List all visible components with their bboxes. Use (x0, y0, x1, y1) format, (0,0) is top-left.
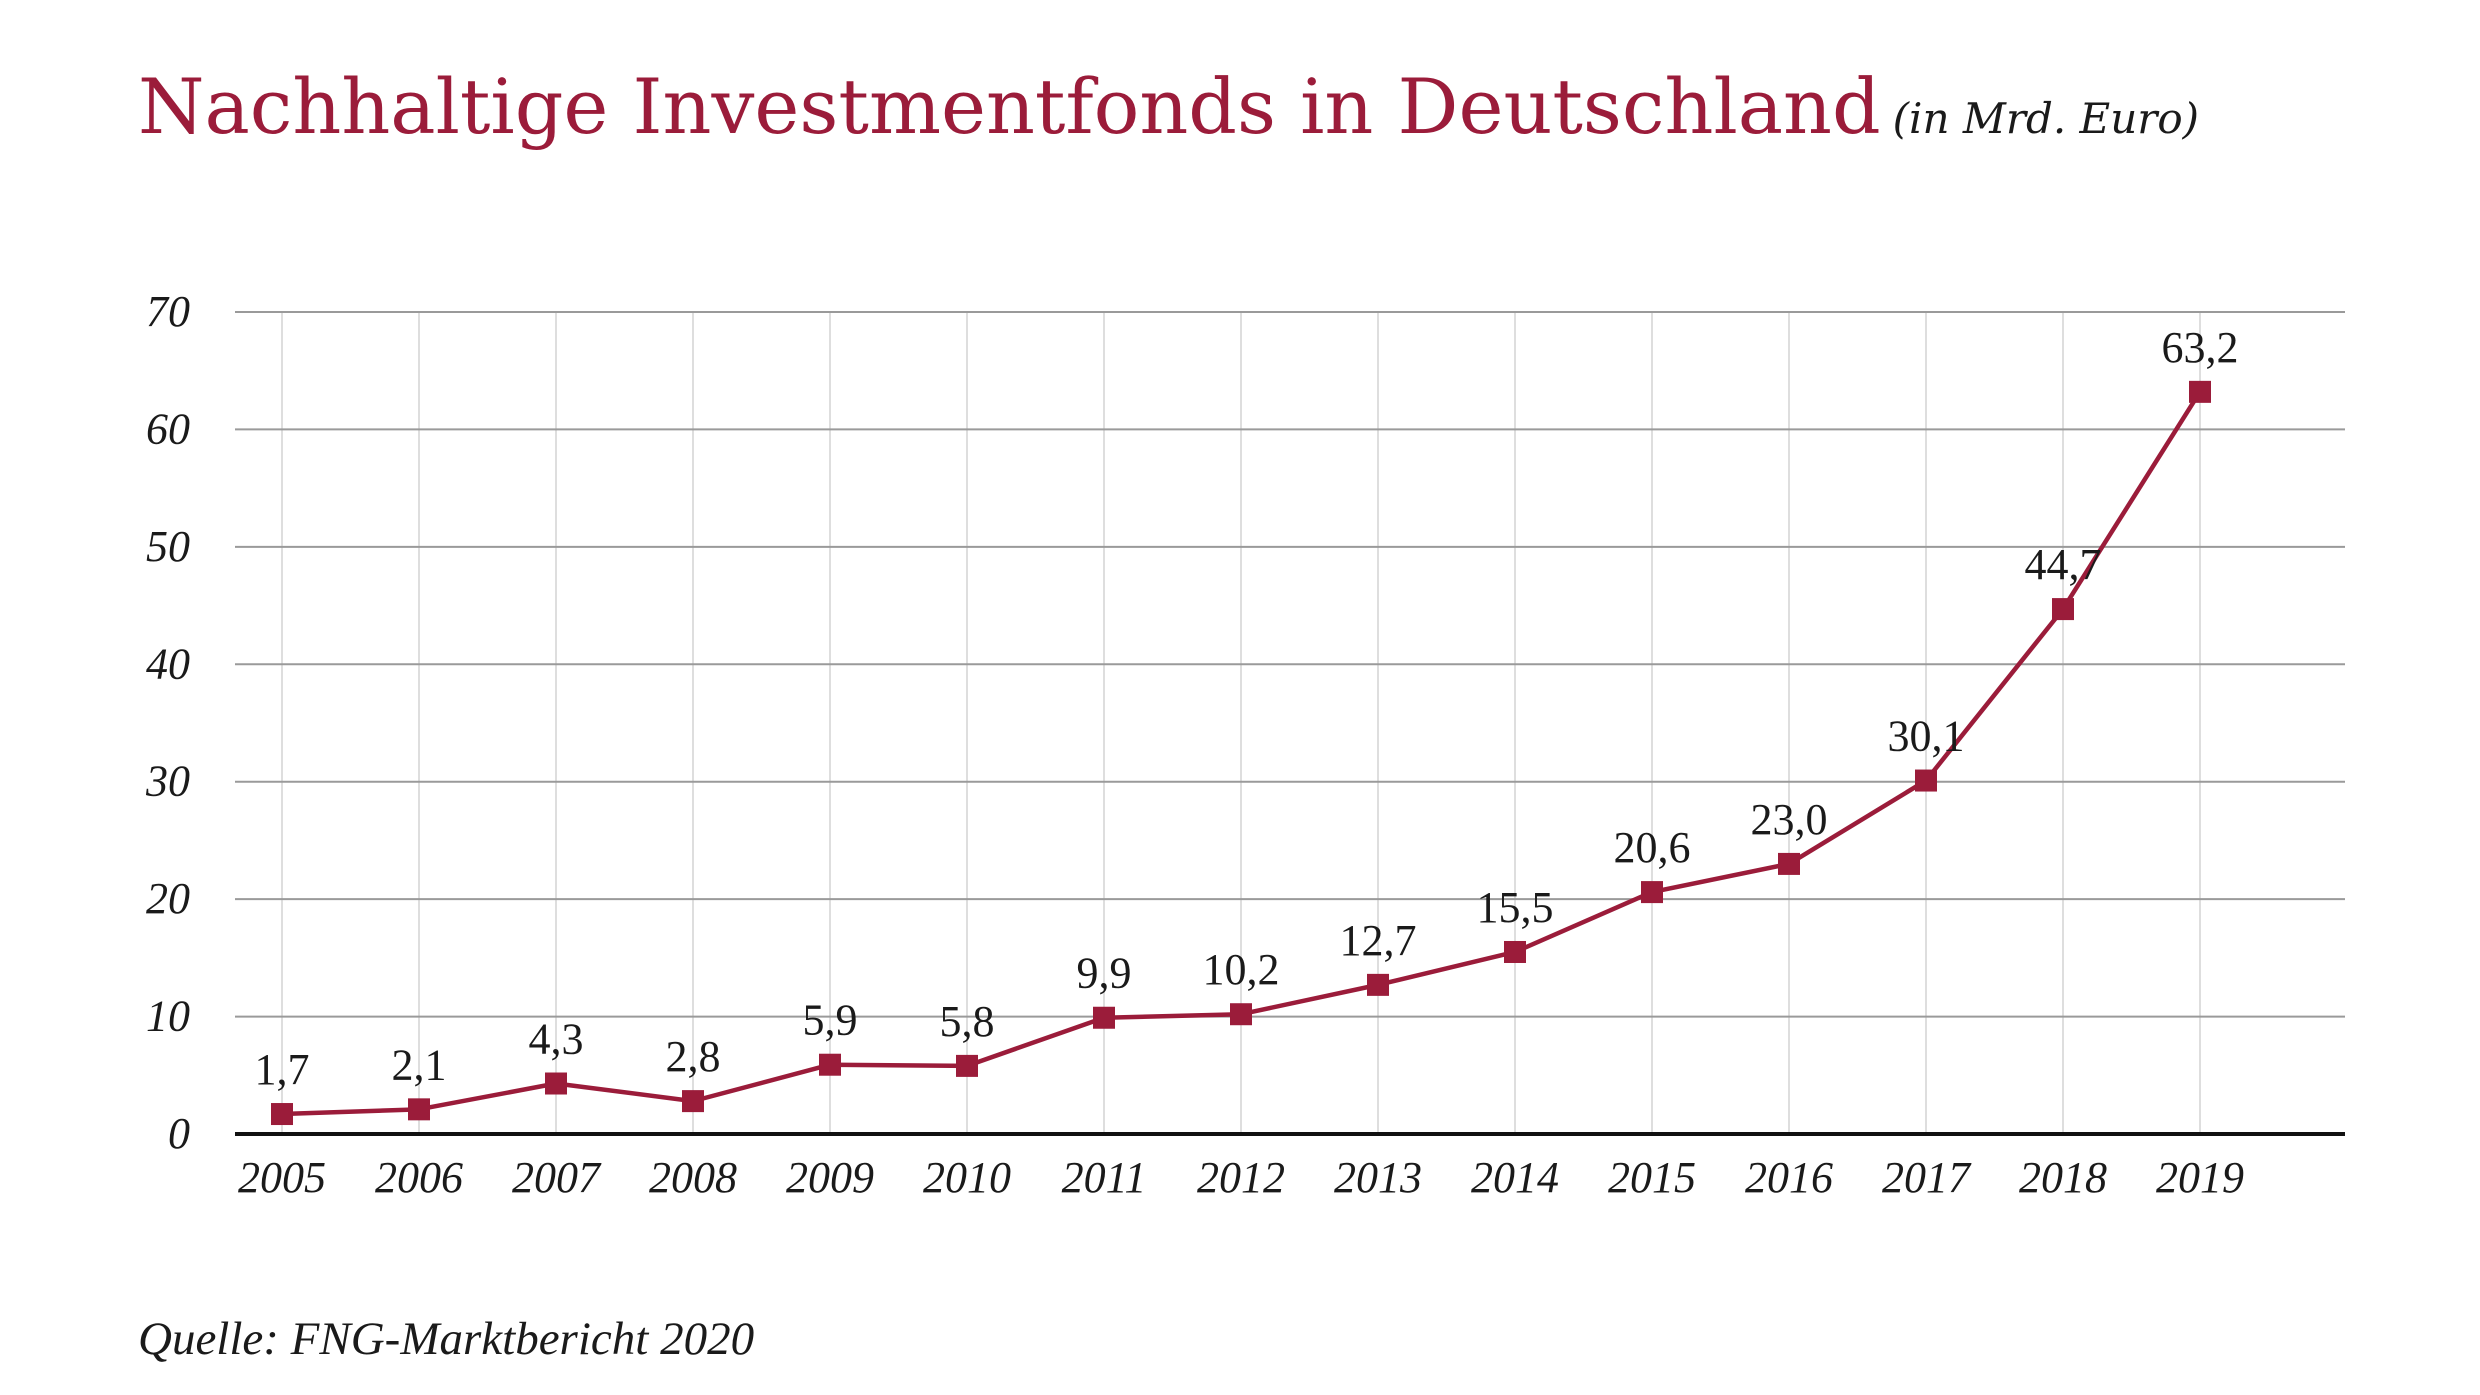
x-tick-label: 2006 (375, 1153, 463, 1202)
data-label: 2,1 (392, 1040, 447, 1089)
y-tick-label: 40 (146, 639, 190, 688)
data-label: 5,9 (803, 996, 858, 1045)
data-label: 9,9 (1077, 949, 1132, 998)
data-label: 23,0 (1751, 795, 1828, 844)
y-tick-label: 0 (168, 1109, 190, 1158)
data-point-marker (1230, 1003, 1252, 1026)
data-point-marker (271, 1103, 293, 1126)
data-label: 5,8 (940, 997, 995, 1046)
data-point-marker (956, 1054, 978, 1077)
y-tick-label: 50 (146, 522, 190, 571)
source-note: Quelle: FNG-Marktbericht 2020 (138, 1313, 755, 1365)
x-tick-label: 2007 (512, 1153, 602, 1202)
data-label: 10,2 (1203, 945, 1280, 994)
data-label: 20,6 (1614, 823, 1691, 872)
data-point-marker (1778, 852, 1800, 875)
x-tick-label: 2005 (238, 1153, 326, 1202)
data-point-marker (408, 1098, 430, 1121)
data-point-marker (819, 1053, 841, 1076)
x-tick-label: 2018 (2019, 1153, 2107, 1202)
data-point-marker (1093, 1006, 1115, 1029)
data-label: 15,5 (1477, 883, 1554, 932)
x-tick-label: 2012 (1197, 1153, 1285, 1202)
data-point-marker (2052, 598, 2074, 621)
x-tick-label: 2009 (786, 1153, 874, 1202)
x-tick-label: 2011 (1062, 1153, 1147, 1202)
data-point-marker (545, 1072, 567, 1095)
x-tick-label: 2016 (1745, 1153, 1833, 1202)
y-tick-label: 60 (146, 404, 190, 453)
data-label: 1,7 (255, 1045, 310, 1094)
data-point-marker (1367, 973, 1389, 996)
y-tick-label: 30 (145, 757, 190, 806)
data-point-marker (1915, 769, 1937, 792)
data-point-marker (2189, 380, 2211, 403)
x-tick-label: 2019 (2156, 1153, 2244, 1202)
chart-title: Nachhaltige Investmentfonds in Deutschla… (138, 62, 2199, 151)
x-tick-label: 2008 (649, 1153, 737, 1202)
data-point-marker (1641, 881, 1663, 904)
data-point-marker (1504, 940, 1526, 963)
data-label: 2,8 (666, 1032, 721, 1081)
x-tick-label: 2017 (1882, 1153, 1972, 1202)
y-tick-label: 70 (146, 287, 190, 336)
x-tick-label: 2010 (923, 1153, 1011, 1202)
data-label: 4,3 (529, 1015, 584, 1064)
data-label: 44,7 (2025, 540, 2102, 589)
data-label: 30,1 (1888, 712, 1965, 761)
x-tick-label: 2014 (1471, 1153, 1559, 1202)
y-tick-label: 20 (146, 874, 190, 923)
title-main: Nachhaltige Investmentfonds in Deutschla… (138, 62, 1881, 151)
x-tick-label: 2015 (1608, 1153, 1696, 1202)
x-tick-label: 2013 (1334, 1153, 1422, 1202)
data-point-marker (682, 1090, 704, 1113)
y-tick-label: 10 (146, 992, 190, 1041)
data-label: 12,7 (1340, 916, 1417, 965)
title-subtitle: (in Mrd. Euro) (1892, 94, 2200, 143)
data-label: 63,2 (2162, 323, 2239, 372)
